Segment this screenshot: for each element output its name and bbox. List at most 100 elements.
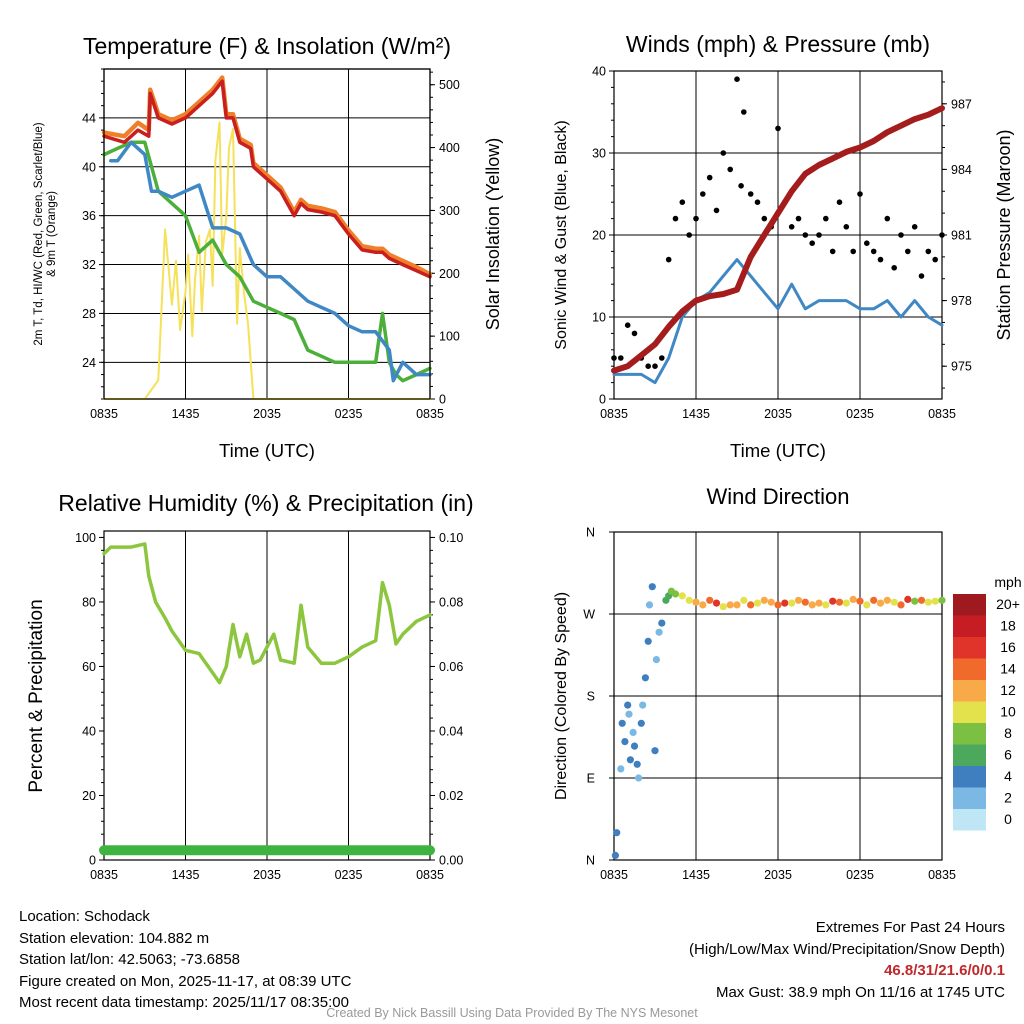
x-tick-label: 0235: [846, 868, 874, 882]
chart-title: Relative Humidity (%) & Precipitation (i…: [58, 490, 473, 516]
legend-swatch: [953, 787, 986, 809]
gust-point: [925, 248, 932, 255]
wind-direction-chart: N E S W N 0835 1435 2035 0235 0835 Wind Direction D…: [553, 484, 1022, 882]
gust-point: [665, 256, 672, 263]
direction-point: [883, 596, 891, 604]
figure-created: Figure created on Mon, 2025-11-17, at 08…: [19, 972, 352, 990]
gust-point: [829, 248, 836, 255]
y-tick-label: 20: [592, 229, 606, 243]
y2-tick-label: 100: [439, 330, 460, 344]
direction-point: [931, 597, 939, 605]
series-line-relative-humidity: [102, 542, 432, 685]
y-tick-label: 60: [82, 660, 96, 674]
series-line-sonic-wind: [612, 258, 944, 385]
direction-point: [733, 601, 741, 609]
direction-point: [629, 728, 637, 737]
direction-point: [641, 674, 650, 682]
gust-point: [713, 207, 720, 214]
direction-point: [917, 596, 926, 604]
y-tick-label: 40: [82, 160, 96, 174]
legend-label: 6: [1004, 747, 1012, 763]
gust-point: [659, 355, 665, 361]
direction-point: [625, 710, 633, 718]
gust-point: [823, 215, 829, 222]
y-tick-label: S: [587, 690, 595, 704]
x-tick-label: 1435: [172, 407, 200, 421]
x-tick-label: 0835: [416, 407, 444, 421]
chart-title: Wind Direction: [706, 484, 849, 509]
direction-point: [876, 599, 885, 607]
direction-point: [829, 597, 837, 605]
legend-label: 2: [1004, 790, 1012, 806]
y2-tick-label: 0.00: [439, 854, 463, 868]
direction-point: [897, 601, 905, 609]
gust-point: [672, 215, 679, 222]
y-tick-label: N: [586, 854, 595, 868]
legend-swatch: [953, 680, 986, 702]
direction-point: [637, 719, 645, 727]
gust-point: [775, 125, 781, 132]
direction-point: [747, 601, 755, 609]
x-tick-label: 0235: [335, 868, 363, 882]
direction-point: [801, 598, 809, 606]
direction-point: [856, 597, 864, 605]
extremes-subtitle: (High/Low/Max Wind/Precipitation/Snow De…: [689, 940, 1005, 958]
direction-point: [753, 599, 762, 607]
direction-point: [890, 598, 898, 606]
series-line-station-pressure: [611, 105, 945, 374]
gust-point: [864, 240, 870, 246]
plot-frame: [613, 531, 943, 861]
y-axis-label: Percent & Precipitation: [26, 599, 47, 792]
chart-title: Winds (mph) & Pressure (mb): [626, 31, 930, 57]
gust-point: [754, 199, 761, 205]
chart-title: Temperature (F) & Insolation (W/m²): [83, 33, 451, 59]
gust-point: [693, 215, 699, 222]
x-tick-label: 0835: [600, 868, 628, 882]
direction-point: [835, 598, 844, 606]
y-tick-label: N: [586, 526, 595, 540]
y2-tick-label: 0.06: [439, 660, 463, 674]
gust-point: [898, 232, 904, 238]
direction-point: [808, 601, 816, 609]
y-tick-label: 36: [82, 209, 96, 223]
direction-point: [726, 601, 734, 609]
y2-tick-label: 0.10: [439, 531, 463, 545]
y-tick-label: 32: [82, 258, 96, 272]
x-tick-label: 0235: [846, 407, 874, 421]
legend-swatch: [953, 701, 986, 723]
y-tick-label: 30: [592, 147, 606, 161]
x-tick-label: 2035: [253, 868, 281, 882]
direction-point: [626, 756, 635, 764]
direction-point: [611, 851, 620, 860]
direction-point: [794, 596, 803, 604]
x-tick-label: 0835: [416, 868, 444, 882]
y-tick-label: 100: [75, 531, 96, 545]
series-line-2m-t: [102, 79, 432, 279]
legend-swatch: [953, 615, 986, 637]
legend-label: 20+: [996, 596, 1020, 612]
legend-swatch: [953, 637, 986, 659]
x-axis-label: Time (UTC): [219, 440, 315, 461]
direction-point: [639, 701, 647, 709]
direction-point: [911, 597, 919, 605]
x-tick-label: 1435: [682, 407, 710, 421]
direction-point: [635, 774, 643, 782]
gust-point: [706, 174, 713, 181]
legend-label: 12: [1000, 682, 1016, 698]
legend-label: 0: [1004, 811, 1012, 827]
direction-point: [617, 765, 625, 773]
gust-point: [891, 265, 897, 271]
gust-point: [836, 199, 843, 205]
direction-point: [630, 742, 639, 750]
extremes-values: 46.8/31/21.6/0/0.1: [884, 962, 1005, 979]
gust-point: [700, 191, 706, 197]
direction-point: [692, 598, 700, 606]
gust-point: [645, 363, 651, 370]
gust-point: [747, 191, 754, 197]
gust-point: [816, 232, 822, 238]
x-axis-label: Time (UTC): [730, 440, 826, 461]
direction-point: [774, 601, 782, 609]
y-tick-label: 0: [89, 854, 96, 868]
legend-swatch: [953, 658, 986, 680]
